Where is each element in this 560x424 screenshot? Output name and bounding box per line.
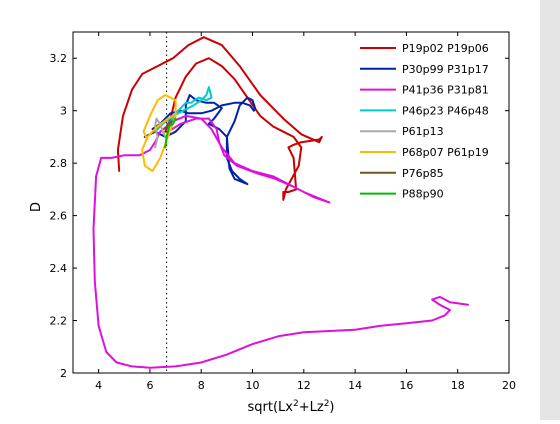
- y-tick-label: 2.4: [50, 262, 68, 275]
- x-tick-label: 12: [297, 379, 311, 392]
- series-line-2: [92, 114, 469, 369]
- legend-label: P68p07 P61p19: [402, 146, 489, 159]
- legend-label: P88p90: [402, 188, 444, 201]
- legend-label: P76p85: [402, 167, 444, 180]
- y-tick-label: 2: [60, 367, 67, 380]
- line-chart: 4 6 8 10 12 14 16 18 20 2 2.2 2.4 2.6 2.8 3 3.2 P19p02 …: [29, 31, 516, 415]
- y-axis-label: D: [29, 202, 44, 212]
- x-axis-label: sqrt(Lx2+Lz2): [248, 399, 335, 415]
- series-line-5: [141, 94, 177, 172]
- legend-label: P46p23 P46p48: [402, 104, 489, 117]
- series-line-7: [164, 117, 177, 149]
- x-tick-label: 10: [246, 379, 260, 392]
- x-tick-label: 6: [146, 379, 153, 392]
- series-line-4: [154, 117, 167, 149]
- figure: 4 6 8 10 12 14 16 18 20 2 2.2 2.4 2.6 2.8 3 3.2 P19p02 …: [29, 31, 516, 415]
- x-tick-label: 16: [399, 379, 413, 392]
- window-edge-panel: [540, 0, 560, 420]
- legend-label: P19p02 P19p06: [402, 42, 489, 55]
- series-line-3: [154, 86, 213, 133]
- legend-label: P41p36 P31p81: [402, 84, 489, 97]
- legend-label: P61p13: [402, 125, 444, 138]
- y-tick-label: 3: [60, 105, 67, 118]
- y-tick-label: 2.8: [50, 157, 68, 170]
- plot-area: [72, 31, 510, 374]
- x-tick-label: 20: [502, 379, 516, 392]
- y-tick-label: 2.6: [50, 210, 68, 223]
- series-line-1: [143, 94, 257, 186]
- y-tick-label: 2.2: [50, 315, 68, 328]
- legend-label: P30p99 P31p17: [402, 63, 489, 76]
- y-tick-label: 3.2: [50, 52, 68, 65]
- x-tick-label: 8: [198, 379, 205, 392]
- series-line-0: [116, 36, 323, 201]
- x-tick-label: 18: [451, 379, 465, 392]
- x-tick-label: 14: [348, 379, 362, 392]
- x-tick-label: 4: [95, 379, 102, 392]
- series-line-6: [164, 120, 173, 131]
